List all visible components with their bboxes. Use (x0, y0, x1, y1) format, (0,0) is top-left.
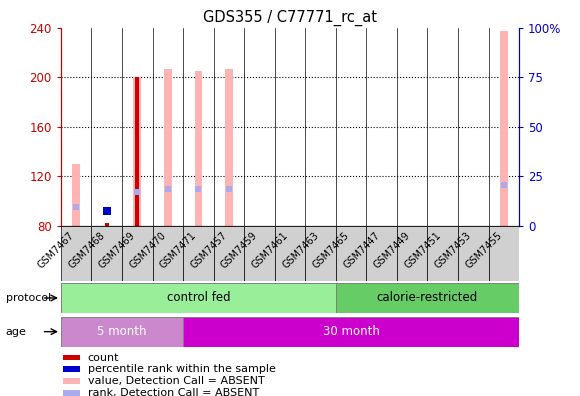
Bar (427, 226, 458, 281)
Text: 30 month: 30 month (322, 325, 379, 338)
Text: GDS355 / C77771_rc_at: GDS355 / C77771_rc_at (203, 10, 377, 26)
Bar (92, 226, 122, 281)
Text: age: age (6, 327, 27, 337)
Text: GSM7451: GSM7451 (403, 230, 443, 270)
Text: rank, Detection Call = ABSENT: rank, Detection Call = ABSENT (88, 388, 259, 396)
Bar (397, 226, 427, 281)
Bar (122, 226, 153, 281)
Text: GSM7467: GSM7467 (36, 230, 76, 270)
Bar (500, 31, 508, 226)
Bar (164, 69, 172, 226)
Bar (336, 283, 519, 313)
Text: GSM7449: GSM7449 (372, 230, 412, 270)
Text: count: count (88, 352, 119, 362)
Bar (336, 226, 367, 281)
Text: control fed: control fed (166, 291, 230, 305)
Bar (367, 226, 397, 281)
Text: GSM7457: GSM7457 (188, 230, 229, 270)
Bar (183, 226, 213, 281)
Text: calorie-restricted: calorie-restricted (377, 291, 478, 305)
Text: GSM7453: GSM7453 (433, 230, 473, 270)
Text: GSM7459: GSM7459 (219, 230, 259, 270)
Bar (136, 77, 139, 226)
Bar (305, 226, 336, 281)
Bar (105, 223, 108, 226)
Bar (61, 317, 183, 346)
Text: GSM7463: GSM7463 (280, 230, 321, 270)
Text: protocol: protocol (6, 293, 51, 303)
Bar (194, 71, 202, 226)
Text: GSM7465: GSM7465 (311, 230, 351, 270)
Text: percentile rank within the sample: percentile rank within the sample (88, 364, 276, 374)
Bar (458, 226, 488, 281)
Text: GSM7471: GSM7471 (158, 230, 198, 270)
Bar (275, 226, 305, 281)
Text: GSM7455: GSM7455 (463, 230, 504, 270)
Text: GSM7447: GSM7447 (342, 230, 382, 270)
Bar (63, 366, 80, 372)
Bar (133, 77, 141, 226)
Bar (63, 354, 80, 360)
Text: GSM7461: GSM7461 (250, 230, 290, 270)
Text: value, Detection Call = ABSENT: value, Detection Call = ABSENT (88, 376, 264, 386)
Bar (72, 164, 80, 226)
Bar (244, 226, 275, 281)
Bar (183, 317, 519, 346)
Text: 5 month: 5 month (97, 325, 147, 338)
Bar (225, 69, 233, 226)
Bar (63, 390, 80, 396)
Text: GSM7469: GSM7469 (97, 230, 137, 270)
Bar (153, 226, 183, 281)
Bar (488, 226, 519, 281)
Text: GSM7470: GSM7470 (128, 230, 168, 270)
Text: GSM7468: GSM7468 (67, 230, 107, 270)
Bar (61, 226, 92, 281)
Bar (213, 226, 244, 281)
Bar (61, 283, 336, 313)
Bar (63, 378, 80, 384)
